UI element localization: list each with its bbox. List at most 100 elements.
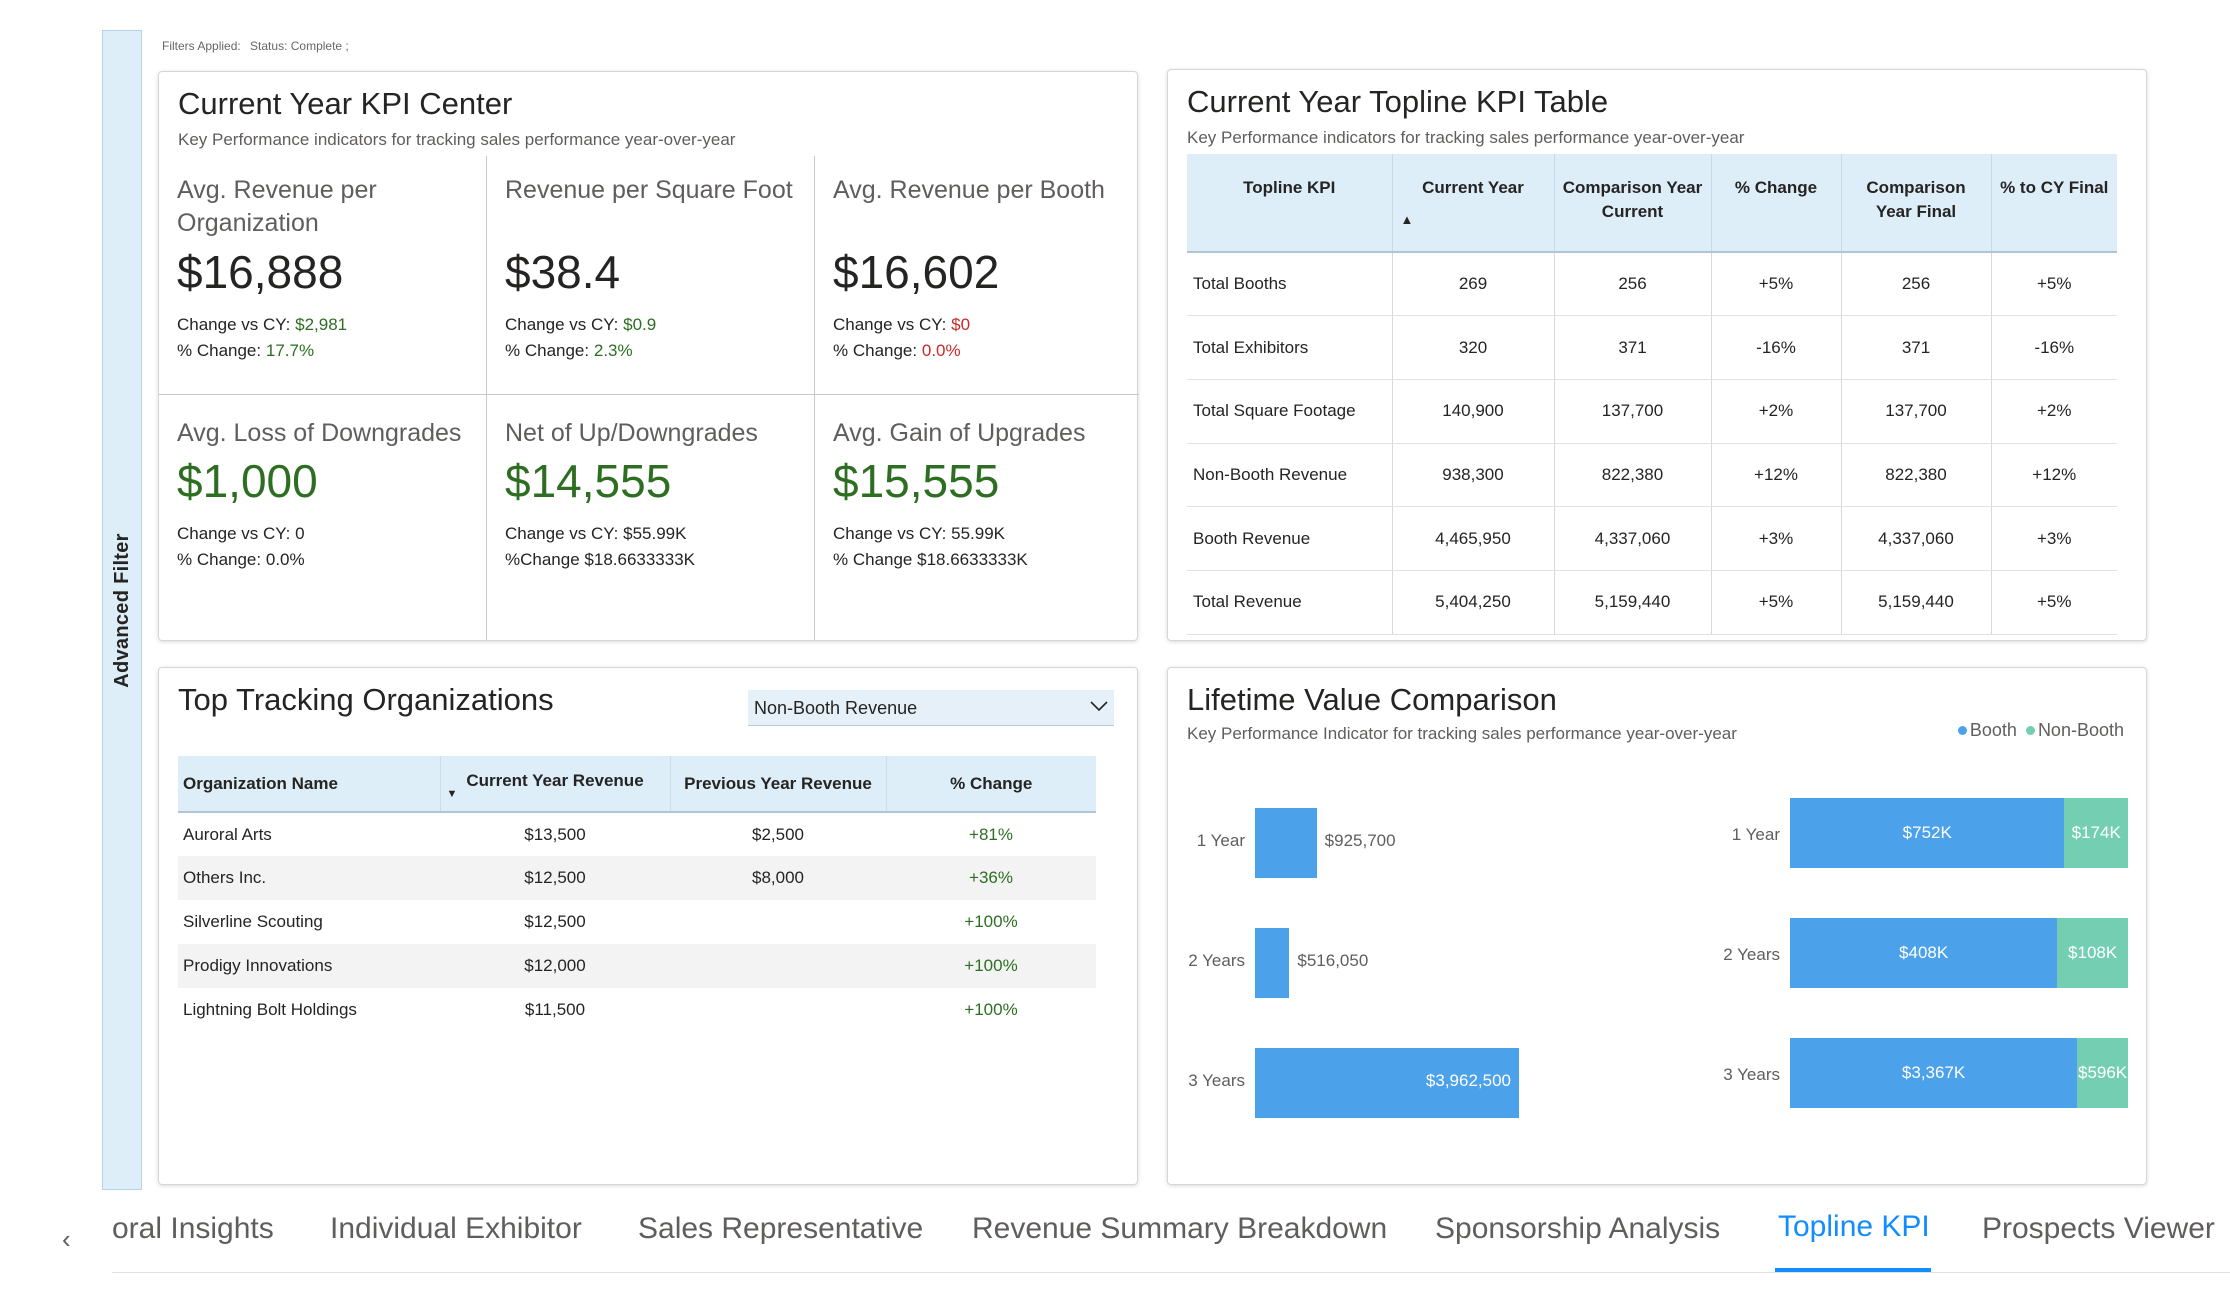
table-cell: +5%: [1991, 252, 2117, 317]
table-cell: Non-Booth Revenue: [1187, 443, 1393, 508]
y-axis-label: 3 Years: [1723, 1065, 1780, 1084]
kpi-change-value: $0.9: [623, 315, 657, 334]
col-header-comparison-year-final[interactable]: Comparison Year Final: [1841, 154, 1992, 253]
kpi-change-value: $2,981: [295, 315, 348, 334]
bar-segment-non-booth[interactable]: $596K: [2077, 1038, 2128, 1108]
tab-sales-representative[interactable]: Sales Representative: [638, 1212, 924, 1245]
kpi-change-line: Change vs CY: 0: [177, 521, 468, 547]
col-header-pct-to-cy-final[interactable]: % to CY Final: [1991, 154, 2117, 253]
table-row[interactable]: Booth Revenue 4,465,950 4,337,060 +3% 4,…: [1187, 506, 2117, 571]
bar-segment-non-booth[interactable]: $174K: [2064, 798, 2128, 868]
kpi-pct-value: $18.6633333K: [917, 550, 1028, 569]
kpi-avg-gain-upgrades: Avg. Gain of Upgrades $15,555 Change vs …: [815, 395, 1142, 633]
metric-dropdown[interactable]: Non-Booth Revenue: [748, 690, 1114, 726]
legend-item-non-booth[interactable]: Non-Booth: [2022, 720, 2124, 740]
chevron-left-icon[interactable]: ‹: [62, 1224, 71, 1254]
kpi-avg-revenue-per-booth: Avg. Revenue per Booth $16,602 Change vs…: [815, 156, 1142, 394]
tab-topline-kpi[interactable]: Topline KPI: [1778, 1210, 1930, 1243]
col-header-current-year[interactable]: Current Year ▲: [1392, 154, 1555, 253]
bar[interactable]: [1255, 928, 1290, 998]
tab-prospects-viewer[interactable]: Prospects Viewer: [1982, 1212, 2215, 1245]
sort-descending-icon: ▼: [446, 787, 458, 800]
table-cell: +12%: [1991, 443, 2117, 508]
data-label: $3,962,500: [1425, 1071, 1511, 1090]
bar-segment-booth[interactable]: $752K: [1790, 798, 2065, 868]
kpi-label: Revenue per Square Foot: [505, 176, 793, 204]
kpi-change-label: Change vs CY:: [833, 315, 947, 334]
table-cell: -16%: [1991, 315, 2117, 380]
bar[interactable]: [1255, 1048, 1519, 1118]
bar-segment-non-booth[interactable]: $108K: [2057, 918, 2128, 988]
topline-title: Current Year Topline KPI Table: [1187, 84, 1609, 119]
chevron-down-icon: [1090, 701, 1108, 712]
data-label: $174K: [2071, 823, 2121, 842]
table-cell: +81%: [969, 824, 1013, 844]
bar-segment-booth[interactable]: $3,367K: [1790, 1038, 2078, 1108]
table-header-row: Topline KPI Current Year ▲ Comparison Yea…: [1187, 154, 2117, 253]
table-row[interactable]: Lightning Bolt Holdings $11,500 +100%: [178, 988, 1096, 1032]
kpi-net-up-downgrades: Net of Up/Downgrades $14,555 Change vs C…: [487, 395, 814, 633]
table-cell: 4,337,060: [1554, 506, 1712, 571]
kpi-change-line: Change vs CY: $2,981: [177, 312, 468, 338]
tab-sponsorship-analysis[interactable]: Sponsorship Analysis: [1435, 1212, 1721, 1245]
legend-item-booth[interactable]: Booth: [1957, 720, 2017, 740]
data-label: $516,050: [1297, 951, 1369, 970]
top-tracking-orgs-card: Top Tracking Organizations Non-Booth Rev…: [158, 667, 1138, 1185]
kpi-value: $16,888: [177, 246, 344, 298]
kpi-avg-loss-downgrades: Avg. Loss of Downgrades $1,000 Change vs…: [159, 395, 486, 633]
kpi-pct-line: % Change: 0.0%: [833, 338, 1124, 364]
col-header-topline-kpi[interactable]: Topline KPI: [1187, 154, 1393, 253]
table-cell: 137,700: [1841, 379, 1992, 444]
sort-ascending-icon: ▲: [1400, 212, 1414, 227]
kpi-value: $1,000: [177, 455, 318, 507]
col-header-pct-change[interactable]: % Change: [886, 756, 1096, 813]
kpi-label: Avg. Gain of Upgrades: [833, 419, 1086, 447]
orgs-title: Top Tracking Organizations: [178, 682, 554, 717]
table-row[interactable]: Total Booths 269 256 +5% 256 +5%: [1187, 252, 2117, 317]
tab-individual-exhibitor[interactable]: Individual Exhibitor: [330, 1212, 582, 1245]
kpi-pct-line: % Change: 0.0%: [177, 547, 468, 573]
bar[interactable]: [1255, 808, 1317, 878]
table-row[interactable]: Others Inc. $12,500 $8,000 +36%: [178, 856, 1096, 900]
col-header-current-year-revenue[interactable]: Current Year Revenue ▼: [440, 756, 671, 813]
table-row[interactable]: Total Square Footage 140,900 137,700 +2%…: [1187, 379, 2117, 444]
table-cell: +100%: [964, 1000, 1018, 1019]
table-row[interactable]: Total Exhibitors 320 371 -16% 371 -16%: [1187, 315, 2117, 380]
filters-applied-label: Filters Applied:: [162, 39, 241, 53]
col-header-pct-change[interactable]: % Change: [1711, 154, 1842, 253]
kpi-change-label: Change vs CY:: [505, 315, 619, 334]
table-row[interactable]: Silverline Scouting $12,500 +100%: [178, 900, 1096, 944]
tab-baseline: [112, 1272, 2230, 1273]
table-cell: +100%: [964, 912, 1018, 931]
legend-label: Non-Booth: [2037, 720, 2124, 740]
table-row[interactable]: Total Revenue 5,404,250 5,159,440 +5% 5,…: [1187, 570, 2117, 635]
table-cell: 822,380: [1554, 443, 1712, 508]
kpi-divider: [159, 394, 1139, 395]
table-cell: 371: [1554, 315, 1712, 380]
table-row[interactable]: Auroral Arts $13,500 $2,500 +81%: [178, 812, 1096, 856]
table-cell: Booth Revenue: [1187, 506, 1393, 571]
chart-legend[interactable]: Booth Non-Booth: [1957, 720, 2124, 741]
table-cell: +2%: [1991, 379, 2117, 444]
table-cell: Prodigy Innovations: [178, 944, 440, 988]
data-label: $408K: [1899, 943, 1949, 962]
table-row[interactable]: Prodigy Innovations $12,000 +100%: [178, 944, 1096, 988]
col-header-org-name[interactable]: Organization Name: [178, 756, 441, 813]
table-cell: 5,159,440: [1841, 570, 1992, 635]
table-cell: +12%: [1711, 443, 1842, 508]
col-header-previous-year-revenue[interactable]: Previous Year Revenue: [670, 756, 887, 813]
bar-segment-booth[interactable]: $408K: [1790, 918, 2058, 988]
kpi-center-subtitle: Key Performance indicators for tracking …: [178, 130, 736, 149]
kpi-pct-label: % Change:: [177, 550, 262, 569]
orgs-table: Organization Name Current Year Revenue ▼ …: [178, 756, 1096, 1032]
table-row[interactable]: Non-Booth Revenue 938,300 822,380 +12% 8…: [1187, 443, 2117, 508]
y-axis-label: 2 Years: [1188, 951, 1245, 970]
tab-revenue-summary-breakdown[interactable]: Revenue Summary Breakdown: [972, 1212, 1388, 1245]
col-header-comparison-year-current[interactable]: Comparison Year Current: [1554, 154, 1712, 253]
table-cell: +2%: [1711, 379, 1842, 444]
table-cell: Others Inc.: [178, 856, 440, 900]
tab-behavioral-insights[interactable]: oral Insights: [112, 1212, 274, 1245]
kpi-value: $38.4: [505, 246, 621, 298]
y-axis-label: 1 Year: [1731, 825, 1780, 844]
advanced-filter-pane[interactable]: Advanced Filter: [102, 30, 142, 1190]
